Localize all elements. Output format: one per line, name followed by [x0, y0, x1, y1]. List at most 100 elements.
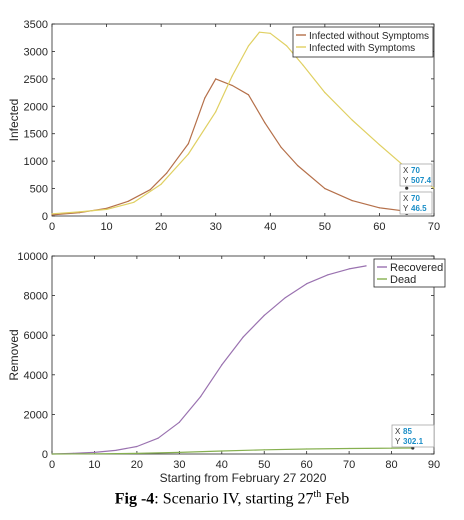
chart1-datatip-box [399, 191, 433, 215]
chart2-series-dead-point [51, 453, 53, 455]
chart1-y-tick-label: 0 [42, 211, 48, 223]
chart2-series-recovered-line [51, 265, 367, 455]
chart1-series-infected-without-symptoms-point [296, 164, 299, 167]
chart1-series-infected-without-symptoms-point [280, 146, 282, 149]
chart1-datatip-x-value: 70 [411, 194, 420, 203]
chart1-series-infected-without-symptoms-point [149, 189, 151, 191]
chart1-x-tick-label: 40 [264, 221, 276, 233]
chart2-series-recovered-point [221, 364, 223, 366]
chart1-series-infected-without-symptoms-point [324, 187, 326, 190]
chart1-y-tick-label: 500 [30, 184, 48, 196]
chart2-y-axis-label: Removed [7, 329, 21, 380]
chart1-series-infected-with-symptoms-point [231, 75, 233, 77]
chart2-series-dead-point [136, 452, 138, 455]
chart2-series-recovered-point [136, 445, 138, 448]
chart2-series-dead-point [348, 447, 350, 450]
chart1-y-tick-label: 2000 [24, 101, 48, 113]
chart2-series-dead-point [93, 453, 96, 455]
chart1-series-infected-with-symptoms-line [51, 31, 435, 215]
caption-label: Fig -4 [114, 490, 155, 508]
chart1-series-infected-with-symptoms-point [302, 64, 304, 66]
chart1-x-tick-label: 10 [100, 221, 112, 233]
chart2-series-dead-point [306, 448, 308, 450]
chart2-series-dead-line [51, 447, 413, 455]
chart1-y-tick-label: 1500 [24, 129, 48, 141]
chart2-y-tick-label: 2000 [24, 409, 48, 421]
chart1-series-infected-with-symptoms-point [51, 213, 53, 215]
chart1-x-tick-label: 30 [210, 221, 222, 233]
chart1-series-infected-with-symptoms-point [187, 153, 190, 155]
chart1-y-tick-label: 1000 [24, 156, 48, 168]
chart1-series-infected-without-symptoms-point [264, 122, 266, 124]
chart1-series-infected-without-symptoms-point [247, 94, 250, 96]
chart1-legend-box [292, 26, 434, 58]
chart1-series-infected-without-symptoms-point [166, 172, 168, 174]
chart1-series-infected-with-symptoms-point [269, 32, 271, 34]
chart2-series-recovered-point [284, 296, 287, 299]
chart2-series-recovered-point [199, 395, 202, 398]
chart2-series-dead-point [221, 450, 223, 452]
figure-caption: Fig -4: Scenario IV, starting 27th Feb [0, 489, 464, 508]
chart1-series-infected-without-symptoms-point [204, 97, 206, 99]
chart1-x-tick-label: 20 [155, 221, 167, 233]
chart2-datatip-y-label: Y [395, 437, 401, 446]
chart2-datatip-y-value: 302.1 [403, 437, 424, 446]
chart1-series-infected-without-symptoms-point [187, 142, 190, 145]
chart1-x-tick-label: 0 [49, 221, 55, 233]
chart2-x-tick-label: 40 [216, 459, 228, 471]
chart2-legend-box [373, 258, 446, 288]
chart1-datatip-y-value: 46.5 [411, 204, 427, 213]
chart2-series-recovered-point [263, 314, 265, 316]
chart1-datatip-x-value: 70 [411, 166, 420, 175]
chart2-x-tick-label: 30 [173, 459, 185, 471]
chart1-series-infected-with-symptoms-point [378, 144, 381, 146]
chart2-axes-box [51, 255, 435, 455]
chart2-series-recovered-point [178, 421, 180, 423]
chart2-datatip-x-label: X [395, 427, 401, 436]
chart2-y-tick-label: 10000 [17, 251, 48, 263]
chart1-datatip-y-label: Y [403, 176, 409, 185]
chart1-y-tick-label: 2500 [24, 74, 48, 86]
chart2-series-recovered-point [365, 265, 367, 267]
chart1-series-infected-without-symptoms-point [105, 207, 108, 209]
chart1-y-tick-label: 3500 [24, 19, 48, 31]
chart2-series-recovered-point [348, 268, 350, 270]
chart2-series-recovered-point [157, 437, 159, 439]
chart2-y-tick-label: 4000 [24, 370, 48, 382]
chart1-datatip-x-label: X [403, 194, 409, 203]
chart2-x-tick-label: 0 [49, 459, 55, 471]
chart1-series-infected-with-symptoms-point [258, 31, 260, 33]
chart2-series-dead-point [263, 449, 265, 451]
chart1-series-infected-with-symptoms-point [215, 111, 217, 113]
chart2-x-tick-label: 80 [385, 459, 397, 471]
chart1-series-infected-without-symptoms-point [231, 84, 233, 87]
chart1-datatip-x-label: X [403, 166, 409, 175]
chart1-axes-box [51, 23, 435, 217]
chart2-series-recovered-point [93, 451, 96, 454]
caption-text: : Scenario IV, starting 27 [154, 490, 314, 508]
chart2-x-tick-label: 60 [301, 459, 313, 471]
chart2-series-recovered-point [327, 274, 329, 276]
chart2-datatip-x-value: 85 [403, 427, 412, 436]
chart1-datatip-y-label: Y [403, 204, 409, 213]
chart1-series-infected-with-symptoms-point [105, 208, 108, 211]
chart1-series-infected-without-symptoms-point [51, 214, 53, 216]
figure-canvas: 0 10 20 30 40 50 60 700500100015002000250030003… [7, 19, 446, 485]
chart1-x-tick-label: 50 [319, 221, 331, 233]
chart1-x-tick-label: 60 [373, 221, 385, 233]
chart2-series-recovered-point [242, 336, 244, 338]
chart1-series-infected-with-symptoms-point [247, 45, 250, 47]
chart1-legend-entry: Infected with Symptoms [309, 43, 415, 54]
chart1-series-infected-with-symptoms-point [133, 201, 135, 203]
chart1-series-infected-with-symptoms-point [351, 119, 353, 121]
chart1-series-infected-with-symptoms-point [78, 211, 80, 213]
chart2-x-tick-label: 20 [131, 459, 143, 471]
chart1-series-infected-with-symptoms-point [286, 45, 288, 47]
chart1-series-infected-without-symptoms-point [378, 207, 381, 209]
chart2-datatip-box [391, 424, 435, 448]
chart1-y-axis-label: Infected [7, 99, 21, 142]
chart2-x-tick-label: 10 [88, 459, 100, 471]
caption-superscript: th [313, 489, 322, 500]
chart1-x-tick-label: 70 [428, 221, 440, 233]
chart2-x-axis-label: Starting from February 27 2020 [160, 471, 327, 485]
